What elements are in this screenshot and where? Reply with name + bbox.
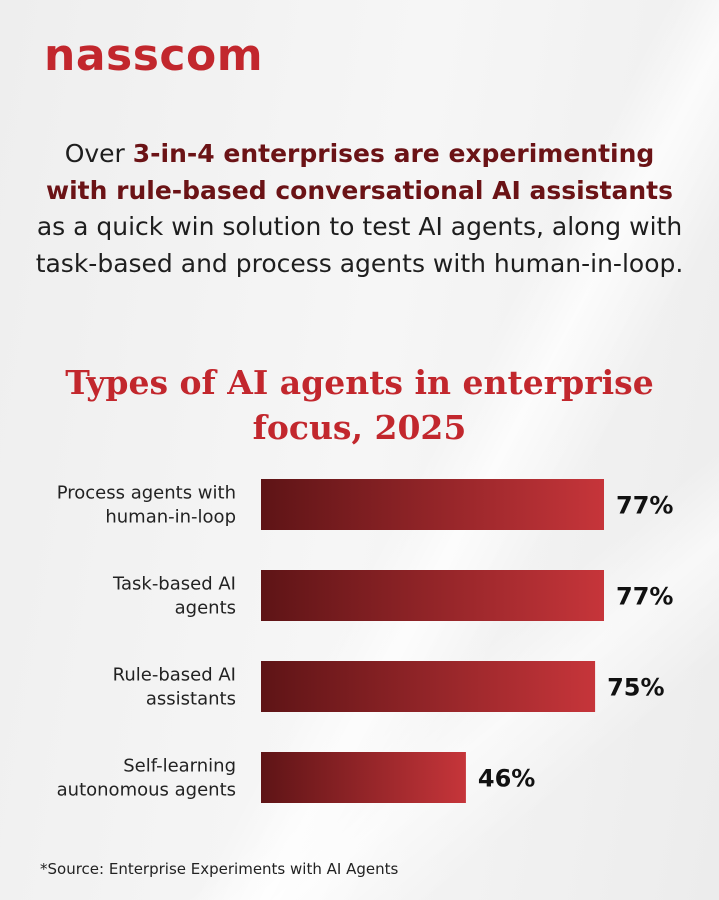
bar-1	[261, 570, 604, 621]
value-label-3: 46%	[478, 765, 535, 793]
headline-highlight: 3-in-4 enterprises are experimenting wit…	[46, 139, 673, 205]
bar-chart: 77% Process agents with human-in-loop 77% Ta…	[57, 479, 673, 803]
source-note: *Source: Enterprise Experiments with AI …	[40, 860, 399, 878]
bar-0	[261, 479, 604, 530]
chart-title: Types of AI agents in enterprise focus, …	[65, 363, 654, 447]
bar-2	[261, 661, 596, 712]
category-label-0-line-0: Process agents with	[57, 483, 236, 504]
category-label-1-line-1: agents	[175, 598, 236, 619]
headline-suffix: as a quick win solution to test AI agent…	[35, 212, 684, 278]
value-label-0: 77%	[616, 492, 673, 520]
category-label-3-line-1: autonomous agents	[57, 780, 236, 801]
bar-3	[261, 752, 466, 803]
category-label-1-line-0: Task-based AI	[112, 574, 236, 595]
headline-prefix: Over	[64, 139, 133, 168]
nasscom-logo: nasscom	[44, 30, 264, 81]
category-label-0-line-1: human-in-loop	[105, 507, 236, 528]
headline-text: Over 3-in-4 enterprises are experimentin…	[30, 136, 689, 282]
category-label-2-line-1: assistants	[146, 689, 236, 710]
value-label-1: 77%	[616, 583, 673, 611]
category-label-3-line-0: Self-learning	[123, 756, 236, 777]
value-label-2: 75%	[607, 674, 664, 702]
bars-group: 77% Process agents with human-in-loop 77% Ta…	[57, 479, 673, 803]
category-label-2-line-0: Rule-based AI	[113, 665, 236, 686]
